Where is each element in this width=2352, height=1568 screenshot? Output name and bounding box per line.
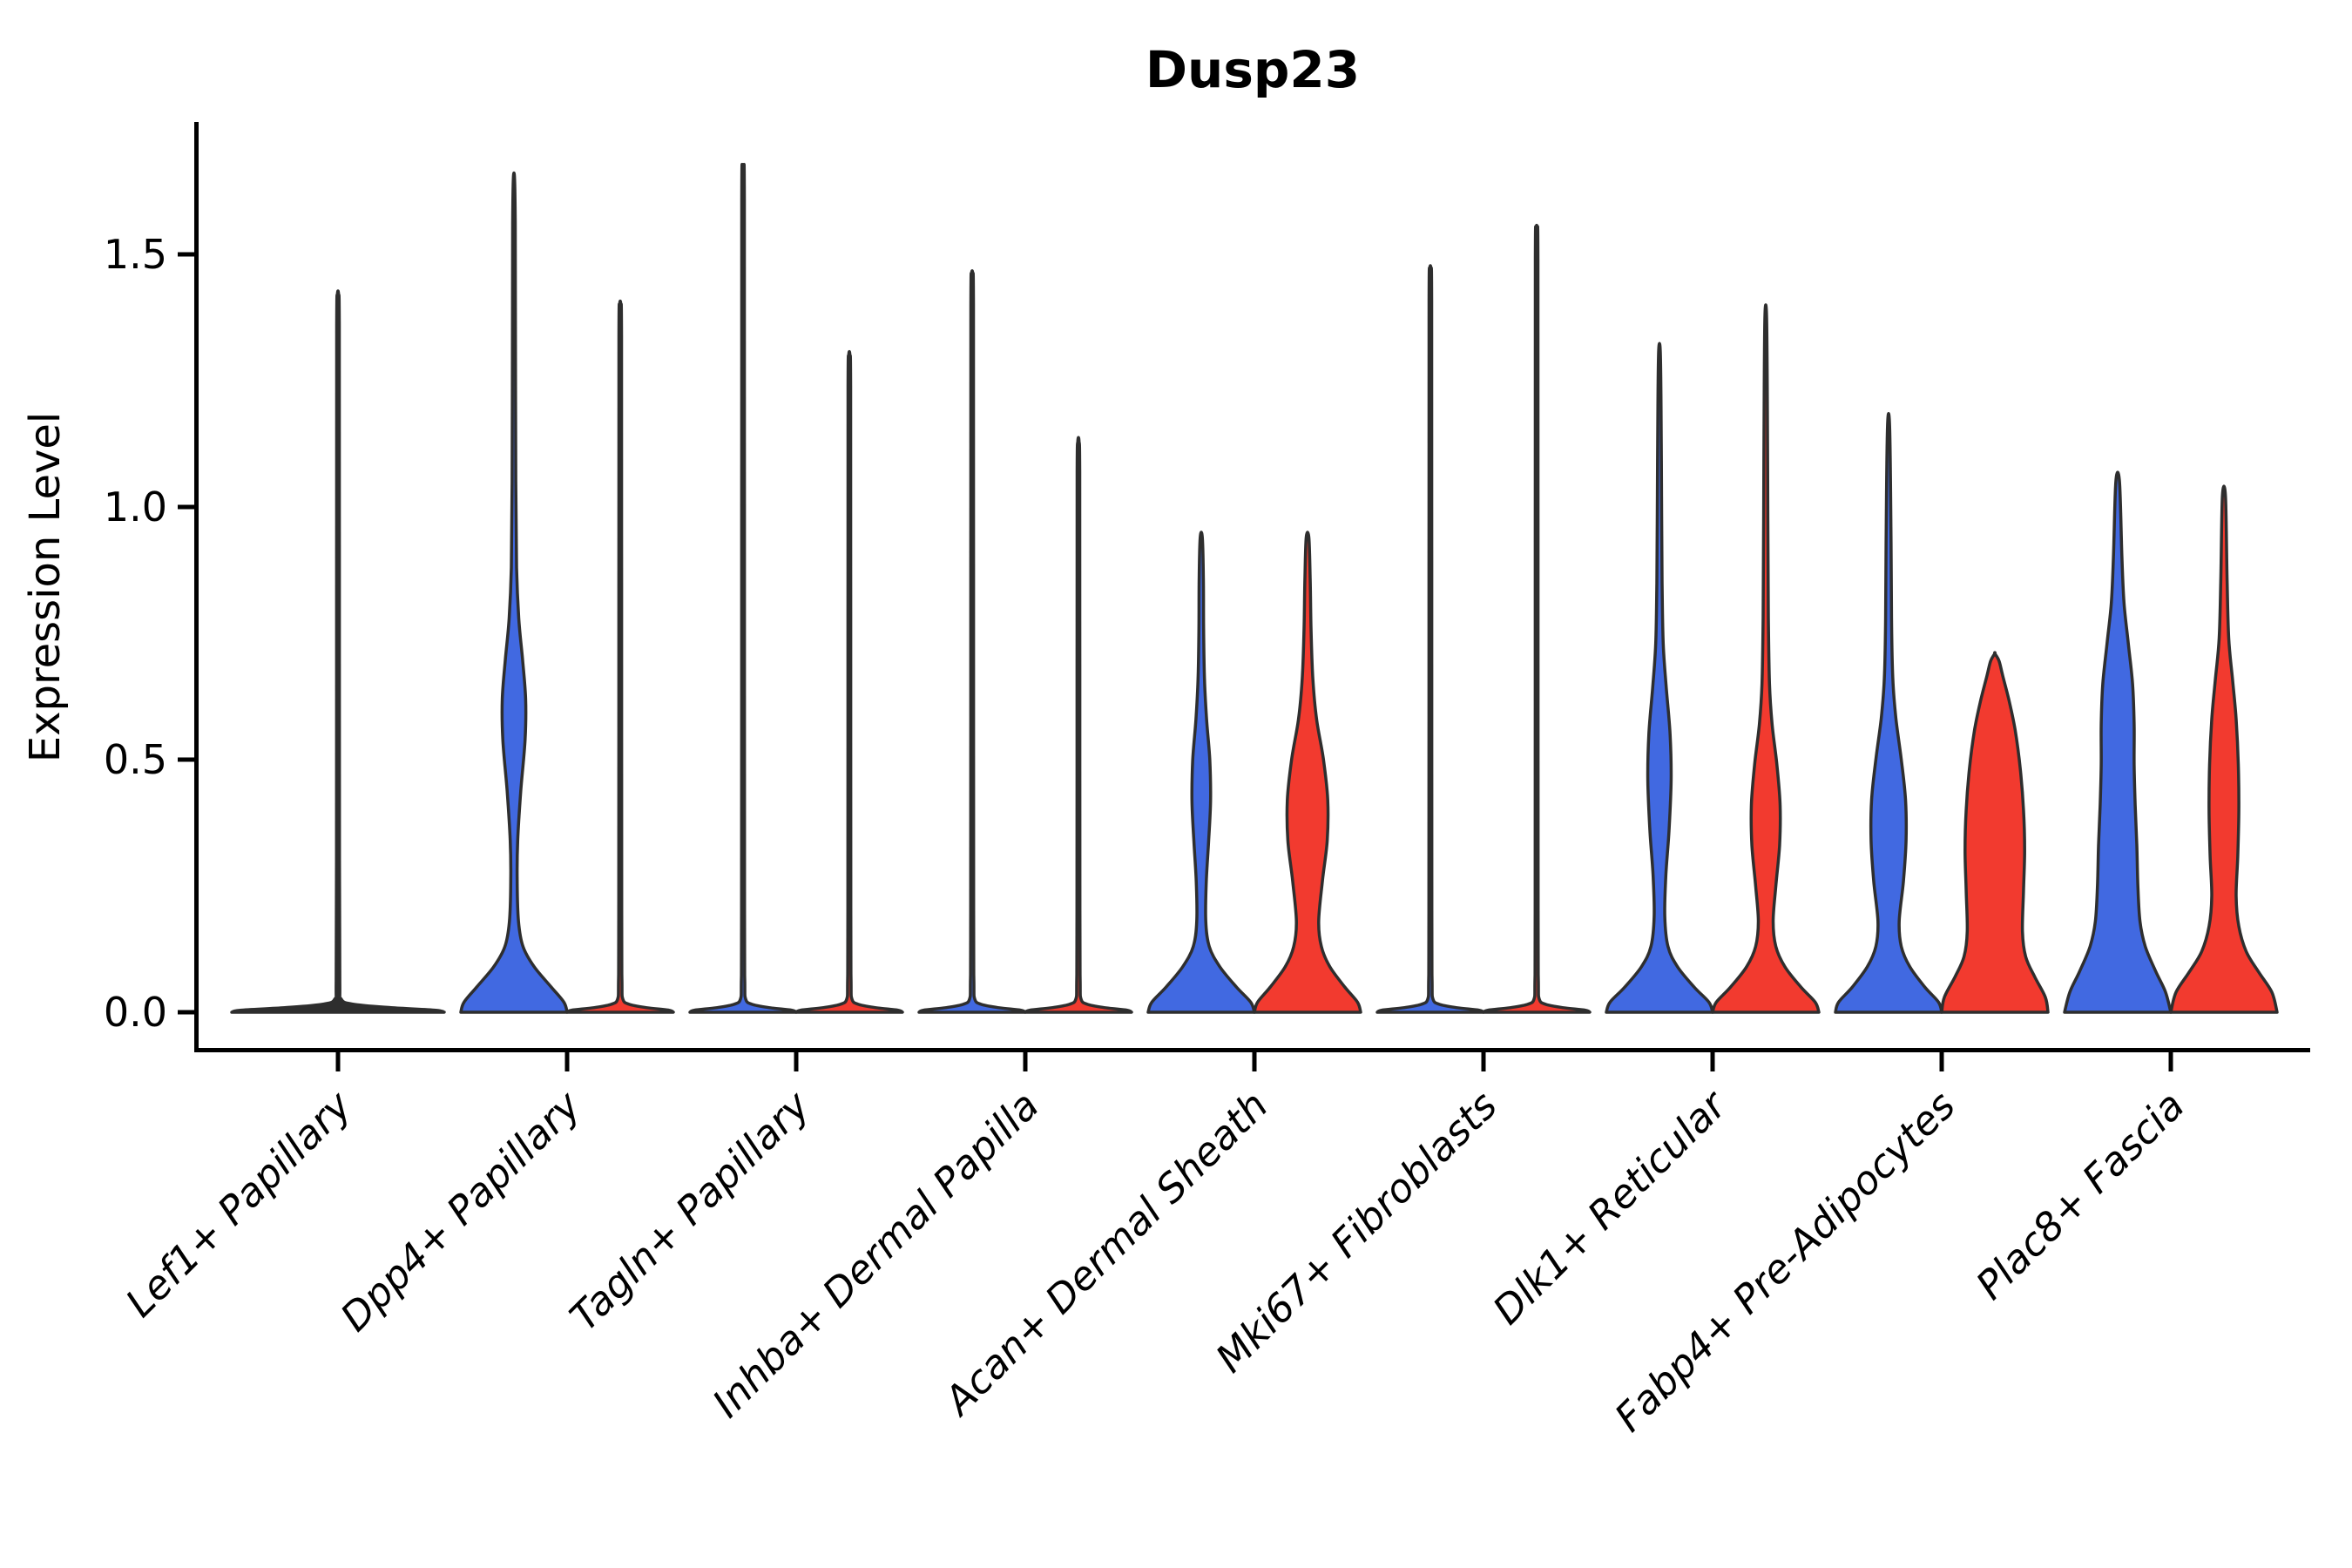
x-tick-label: Dpp4+ Papillary	[332, 1081, 591, 1340]
violin-fabp4-pre-adipocytes-blue	[1834, 411, 1943, 1014]
violin-lef1-papillary-combined	[230, 289, 446, 1014]
violin-mki67-fibroblasts-blue	[1375, 264, 1485, 1014]
violin-dpp4-papillary-blue	[459, 171, 569, 1014]
x-tick-label: Tagln+ Papillary	[561, 1081, 820, 1340]
y-tick-label: 0.5	[104, 736, 167, 783]
violin-dlk1-reticular-blue	[1605, 341, 1714, 1014]
violins-group	[230, 163, 2279, 1014]
violin-dpp4-papillary-red	[565, 299, 675, 1014]
violin-tagln-papillary-red	[794, 349, 904, 1014]
violin-plac8-fascia-red	[2169, 484, 2279, 1014]
violin-acan-dermal-sheath-red	[1253, 531, 1362, 1014]
x-tick-label: Lef1+ Papillary	[117, 1081, 362, 1326]
violin-plac8-fascia-blue	[2063, 470, 2173, 1014]
x-tick-label: Plac8+ Fascia	[1967, 1082, 2193, 1308]
y-tick-label: 1.0	[104, 483, 167, 531]
violin-tagln-papillary-blue	[688, 163, 798, 1014]
violin-inhba-dermal-papilla-blue	[917, 269, 1027, 1014]
plot-title: Dusp23	[1146, 40, 1360, 99]
violin-fabp4-pre-adipocytes-red	[1940, 651, 2050, 1014]
x-tick-label: Dlk1+ Reticular	[1484, 1081, 1736, 1334]
violin-inhba-dermal-papilla-red	[1024, 436, 1133, 1014]
violin-dlk1-reticular-red	[1711, 303, 1821, 1014]
violin-acan-dermal-sheath-blue	[1146, 531, 1256, 1014]
y-axis-ticks: 0.0 0.5 1.0 1.5	[104, 231, 195, 1036]
y-tick-label: 1.5	[104, 231, 167, 278]
y-axis-label: Expression Level	[21, 412, 70, 763]
y-tick-label: 0.0	[104, 989, 167, 1036]
violin-mki67-fibroblasts-red	[1482, 223, 1592, 1014]
